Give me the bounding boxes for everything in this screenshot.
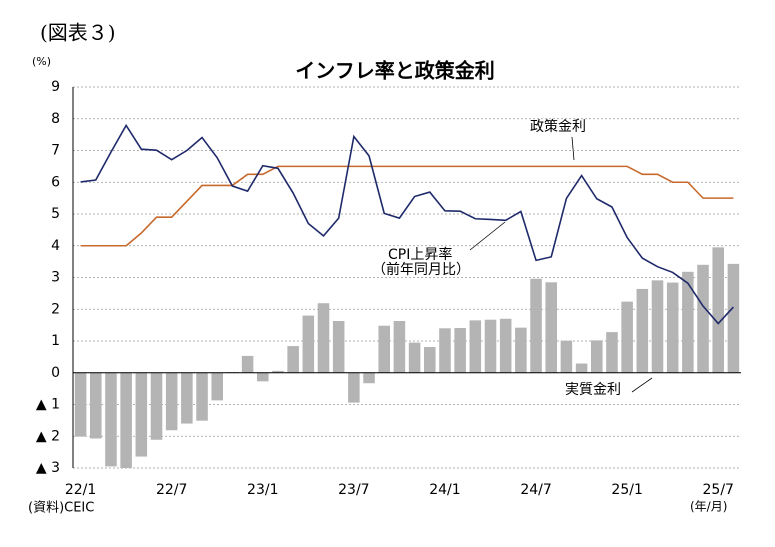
bar [439, 328, 451, 373]
y-tick-label: 3 [51, 270, 60, 286]
y-tick-label: 9 [51, 79, 60, 95]
x-tick-label: 22/1 [65, 482, 96, 498]
bar [469, 320, 482, 373]
bar [697, 264, 709, 373]
bar [424, 347, 436, 373]
bar [317, 303, 330, 373]
bar [591, 340, 603, 373]
series-label: 政策金利 [530, 118, 586, 135]
y-tick-label: 4 [51, 238, 60, 254]
x-tick-label: 25/7 [703, 482, 734, 498]
y-tick-label: 5 [51, 206, 60, 222]
bar [332, 320, 345, 373]
bar [636, 288, 649, 373]
bar [545, 282, 557, 373]
y-tick-label: 1 [51, 333, 60, 349]
y-tick-label: 6 [51, 174, 60, 190]
arrow [631, 377, 653, 393]
y-tick-label: 8 [51, 111, 60, 127]
annotation: （前年同月比） [372, 261, 470, 278]
x-tick-label: 25/1 [611, 482, 642, 498]
y-tick-label: 7 [51, 143, 60, 159]
x-tick-label: 23/7 [338, 482, 369, 498]
bar [499, 318, 512, 373]
source: (資料)CEIC [28, 501, 94, 516]
bar [257, 372, 269, 382]
line [80, 123, 734, 325]
arrow [571, 136, 575, 161]
bar [606, 332, 618, 373]
series-label: CPI上昇率 [388, 246, 452, 263]
bar [393, 320, 406, 373]
bar [682, 271, 694, 373]
bar [575, 363, 588, 373]
bar [165, 372, 178, 431]
x-tick-label: 24/1 [429, 482, 460, 498]
bar [74, 372, 87, 437]
bar [621, 301, 633, 373]
bar [484, 319, 497, 373]
bar [241, 355, 254, 373]
bar [651, 280, 664, 373]
line [80, 165, 734, 247]
bar [363, 372, 375, 384]
y-tick-label: ▲ 2 [36, 428, 60, 444]
bar [727, 263, 740, 373]
bar [712, 247, 724, 373]
bar [408, 342, 421, 373]
bar [120, 372, 132, 468]
bar [135, 372, 148, 457]
x-tick-label: 23/1 [247, 482, 278, 498]
bar [454, 327, 466, 373]
y-tick-label: 2 [51, 301, 60, 317]
bar [302, 315, 315, 373]
bar [272, 370, 284, 373]
bar [196, 372, 208, 421]
x-tick-label: 24/7 [520, 482, 551, 498]
x-unit: (年/月) [690, 500, 727, 514]
bar [105, 372, 117, 467]
y-tick-label: 0 [51, 365, 60, 381]
figure-label: (図表３) [40, 21, 116, 45]
arrow [469, 221, 506, 251]
y-unit: (%) [32, 55, 51, 68]
bar [150, 372, 163, 440]
bar [560, 340, 573, 373]
series-label: 実質金利 [565, 382, 621, 398]
bar [90, 372, 102, 439]
y-tick-label: ▲ 3 [36, 460, 60, 476]
bar [287, 346, 299, 373]
chart-title: インフレ率と政策金利 [295, 59, 494, 83]
bar [515, 327, 527, 373]
x-tick-label: 22/7 [156, 482, 187, 498]
bar [530, 278, 542, 373]
y-tick-label: ▲ 1 [36, 397, 60, 413]
bar [348, 372, 360, 403]
bar [378, 325, 390, 373]
bar [211, 372, 223, 401]
bar [666, 282, 679, 373]
bar [181, 372, 193, 424]
